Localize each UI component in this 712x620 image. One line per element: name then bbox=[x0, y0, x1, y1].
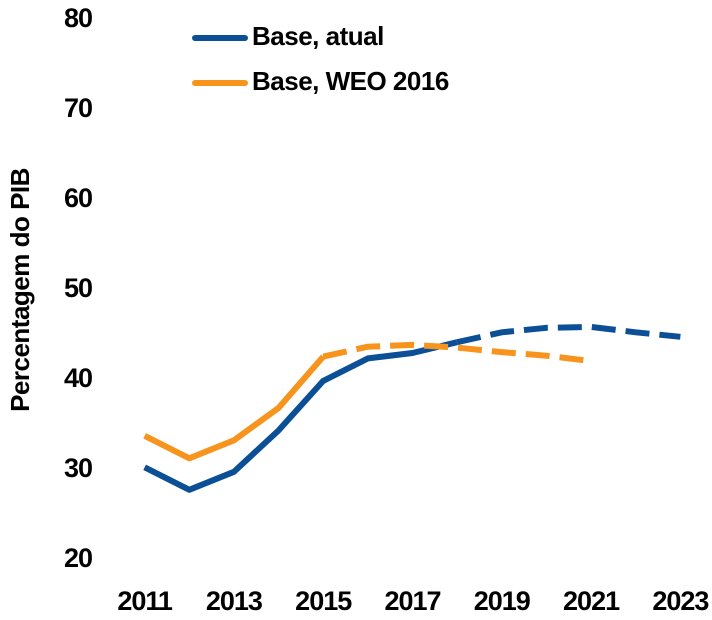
y-tick-label: 20 bbox=[64, 543, 92, 573]
y-tick-label: 50 bbox=[64, 273, 92, 303]
x-tick-label: 2011 bbox=[117, 586, 173, 616]
legend-label: Base, atual bbox=[252, 21, 384, 51]
legend-label: Base, WEO 2016 bbox=[252, 66, 449, 96]
x-tick-label: 2019 bbox=[474, 586, 531, 616]
x-tick-label: 2017 bbox=[384, 586, 440, 616]
y-tick-label: 80 bbox=[64, 3, 92, 33]
x-tick-label: 2021 bbox=[563, 586, 620, 616]
x-tick-label: 2015 bbox=[295, 586, 352, 616]
line-dashed bbox=[322, 341, 592, 365]
y-tick-label: 60 bbox=[64, 183, 92, 213]
x-tick-label: 2023 bbox=[652, 586, 709, 616]
y-tick-label: 70 bbox=[64, 93, 92, 123]
line-solid bbox=[143, 354, 326, 462]
x-tick-label: 2013 bbox=[206, 586, 263, 616]
line-solid bbox=[143, 339, 458, 493]
y-tick-label: 40 bbox=[64, 363, 92, 393]
line-dashed bbox=[456, 323, 681, 346]
y-tick-label: 30 bbox=[64, 453, 92, 483]
y-axis-title: Percentagem do PIB bbox=[5, 168, 35, 412]
